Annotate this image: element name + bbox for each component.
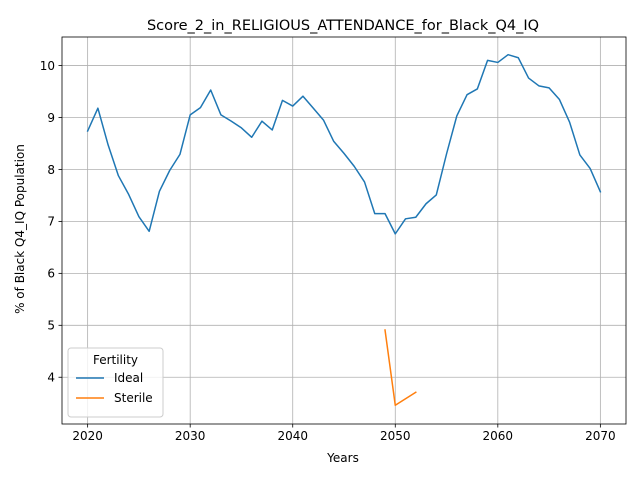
legend: Fertility Ideal Sterile bbox=[67, 347, 164, 418]
y-tick-label: 6 bbox=[47, 267, 55, 281]
x-tick-label: 2050 bbox=[380, 429, 411, 443]
legend-box bbox=[67, 347, 164, 418]
chart-title: Score_2_in_RELIGIOUS_ATTENDANCE_for_Blac… bbox=[147, 18, 539, 34]
x-tick-label: 2030 bbox=[175, 429, 206, 443]
y-tick-label: 4 bbox=[47, 371, 55, 385]
plot-frame bbox=[61, 36, 627, 425]
y-axis-label: % of Black Q4_IQ Population bbox=[13, 144, 27, 314]
legend-label-ideal: Ideal bbox=[114, 371, 143, 385]
series-line-ideal bbox=[86, 53, 602, 235]
legend-title: Fertility bbox=[93, 353, 138, 367]
grid-lines bbox=[62, 37, 626, 424]
series-line-sterile bbox=[384, 329, 417, 407]
y-tick-label: 5 bbox=[47, 319, 55, 333]
x-axis-ticks: 2020 2030 2040 2050 2060 2070 bbox=[72, 424, 616, 443]
x-tick-label: 2070 bbox=[585, 429, 616, 443]
x-tick-label: 2040 bbox=[277, 429, 308, 443]
y-tick-label: 8 bbox=[47, 163, 55, 177]
y-axis-ticks: 4 5 6 7 8 9 10 bbox=[40, 59, 62, 385]
x-tick-label: 2060 bbox=[483, 429, 514, 443]
y-tick-label: 10 bbox=[40, 59, 55, 73]
y-tick-label: 7 bbox=[47, 215, 55, 229]
x-axis-label: Years bbox=[326, 451, 359, 465]
y-tick-label: 9 bbox=[47, 111, 55, 125]
series-layer bbox=[86, 53, 602, 407]
x-tick-label: 2020 bbox=[72, 429, 103, 443]
legend-label-sterile: Sterile bbox=[114, 391, 153, 405]
